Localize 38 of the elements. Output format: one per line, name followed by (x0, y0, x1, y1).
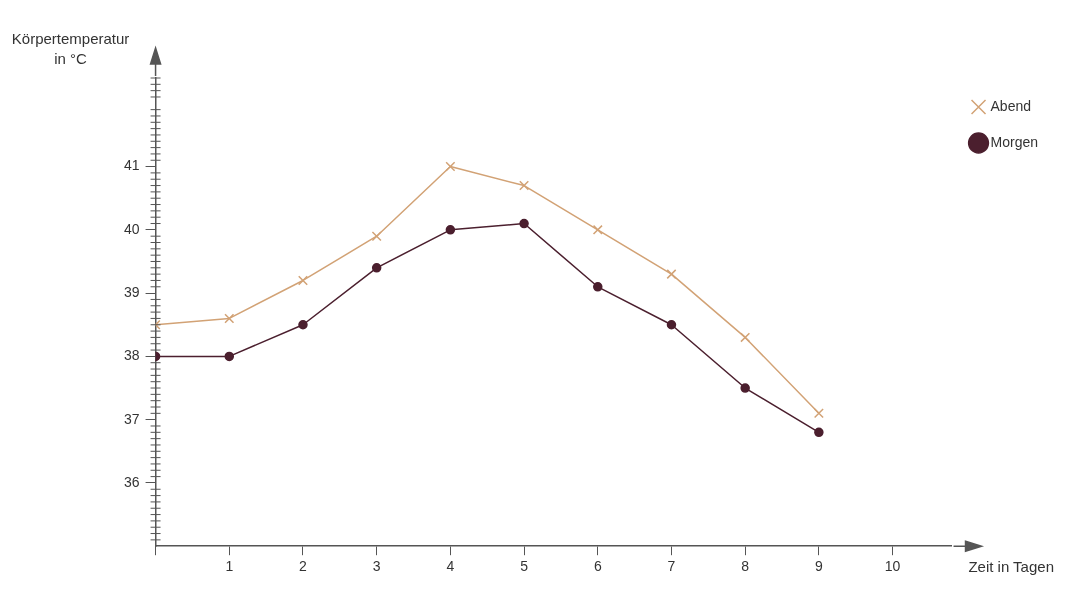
y-axis-title: Körpertemperatur in °C (11, 30, 130, 68)
y-tick-label: 40 (123, 220, 140, 237)
point (592, 224, 603, 235)
legend-label: Abend (990, 97, 1032, 114)
point (666, 320, 677, 330)
x-tick-label: 2 (299, 558, 308, 575)
point (740, 332, 751, 343)
point (814, 427, 824, 438)
point (298, 320, 308, 330)
y-tick-label: 36 (123, 473, 140, 490)
point (593, 282, 603, 292)
point (371, 263, 382, 273)
y-tick-label: 37 (123, 410, 140, 427)
y-tick-label: 39 (123, 283, 140, 300)
x-tick-label: 3 (372, 558, 381, 575)
point (519, 218, 529, 229)
point (813, 408, 824, 419)
point (445, 161, 456, 172)
y-tick-label: 41 (123, 157, 140, 174)
x-tick-label: 8 (741, 558, 750, 575)
x-tick-label: 1 (225, 558, 234, 575)
point (740, 383, 750, 393)
x-axis-title: Zeit in Tagen (968, 558, 1054, 576)
x-tick-label: 6 (593, 558, 602, 575)
legend-label: Morgen (990, 133, 1038, 150)
point (371, 231, 382, 242)
x-tick-label: 9 (814, 558, 823, 575)
x-tick-label: 10 (884, 558, 901, 575)
point (297, 275, 308, 286)
point (666, 269, 677, 280)
point (224, 351, 235, 362)
point (445, 225, 456, 235)
y-tick-label: 38 (123, 347, 140, 364)
point (519, 180, 530, 191)
x-tick-label: 7 (667, 558, 676, 575)
x-tick-label: 5 (520, 558, 529, 575)
x-tick-label: 4 (446, 558, 455, 575)
point (224, 313, 235, 324)
